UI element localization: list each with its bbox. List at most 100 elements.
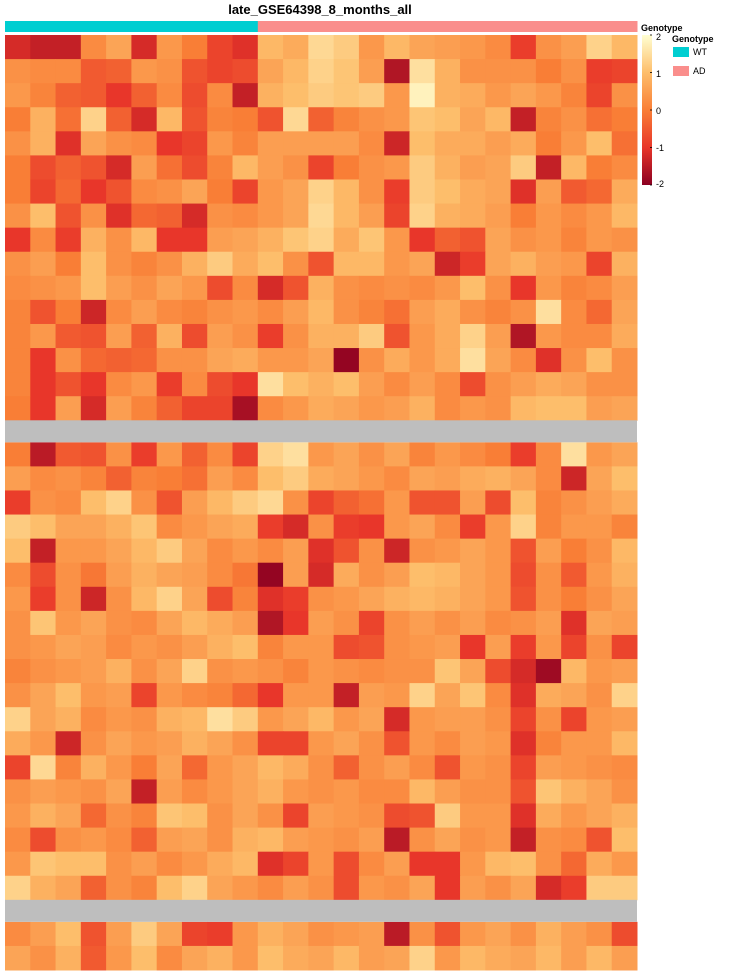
- heatmap-cell: [156, 179, 183, 205]
- heatmap-cell: [510, 275, 537, 301]
- heatmap-cell: [308, 851, 335, 877]
- heatmap-cell: [30, 945, 57, 971]
- heatmap-cell: [207, 731, 234, 756]
- heatmap-cell: [232, 921, 259, 947]
- heatmap-cell: [80, 299, 107, 325]
- heatmap-cell: [561, 275, 587, 301]
- heatmap-cell: [434, 348, 461, 373]
- heatmap-cell: [181, 323, 208, 349]
- heatmap-cell: [106, 251, 132, 277]
- heatmap-cell: [384, 707, 410, 732]
- heatmap-cell: [434, 514, 461, 540]
- heatmap-cell: [358, 442, 385, 467]
- heatmap-cell: [257, 348, 284, 373]
- heatmap-cell: [5, 490, 31, 516]
- heatmap-cell: [55, 442, 82, 467]
- heatmap-cell: [434, 731, 461, 756]
- heatmap-cell: [156, 562, 183, 588]
- heatmap-cell: [535, 755, 562, 780]
- heatmap-cell: [5, 755, 31, 780]
- heatmap-cell: [131, 227, 158, 253]
- heatmap-cell: [586, 179, 613, 205]
- heatmap-cell: [30, 251, 57, 277]
- heatmap-cell: [510, 59, 537, 84]
- heatmap-cell: [232, 299, 259, 325]
- heatmap-cell: [358, 251, 385, 277]
- heatmap-cell: [308, 35, 335, 60]
- heatmap-cell: [409, 514, 436, 540]
- heatmap-cell: [358, 299, 385, 325]
- heatmap-cell: [232, 755, 259, 780]
- heatmap-cell: [510, 538, 537, 564]
- heatmap-cell: [358, 779, 385, 805]
- heatmap-cell: [535, 945, 562, 971]
- heatmap-cell: [586, 396, 613, 421]
- heatmap-cell: [485, 59, 512, 84]
- heatmap-cell: [80, 251, 107, 277]
- heatmap-cell: [510, 490, 537, 516]
- heatmap-cell: [30, 610, 57, 636]
- heatmap-cell: [384, 634, 410, 660]
- heatmap-cell: [308, 275, 335, 301]
- heatmap-cell: [434, 372, 461, 397]
- heatmap-cell: [384, 659, 410, 684]
- heatmap-cell: [131, 348, 158, 373]
- heatmap-cell: [586, 59, 613, 84]
- heatmap-cell: [460, 203, 486, 229]
- heatmap-cell: [30, 203, 57, 229]
- heatmap-cell: [106, 827, 132, 853]
- heatmap-cell: [257, 155, 284, 180]
- heatmap-cell: [257, 227, 284, 253]
- heatmap-cell: [131, 659, 158, 684]
- heatmap-cell: [55, 945, 82, 971]
- heatmap-cell: [181, 562, 208, 588]
- heatmap-cell: [106, 562, 132, 588]
- heatmap-cell: [434, 921, 461, 947]
- heatmap-cell: [283, 586, 309, 612]
- heatmap-cell: [460, 683, 486, 708]
- heatmap-cell: [30, 348, 57, 373]
- row-gap: [5, 899, 637, 922]
- heatmap-cell: [156, 659, 183, 684]
- heatmap-cell: [611, 227, 638, 253]
- heatmap-cell: [409, 827, 436, 853]
- heatmap-cell: [257, 396, 284, 421]
- heatmap-cell: [80, 59, 107, 84]
- heatmap-cell: [333, 275, 360, 301]
- heatmap-cell: [384, 107, 410, 132]
- heatmap-cell: [308, 299, 335, 325]
- heatmap-cell: [55, 921, 82, 947]
- heatmap-cell: [358, 83, 385, 108]
- heatmap-cell: [30, 707, 57, 732]
- heatmap-cell: [257, 875, 284, 901]
- heatmap-cell: [308, 179, 335, 205]
- heatmap-cell: [80, 107, 107, 132]
- heatmap-cell: [5, 179, 31, 205]
- heatmap-cell: [55, 466, 82, 491]
- heatmap-cell: [333, 299, 360, 325]
- heatmap-cell: [5, 107, 31, 132]
- annotation-cell-wt: [232, 21, 259, 32]
- heatmap-cell: [283, 945, 309, 971]
- heatmap-cell: [181, 827, 208, 853]
- heatmap-cell: [156, 83, 183, 108]
- heatmap-cell: [535, 275, 562, 301]
- heatmap-cell: [156, 586, 183, 612]
- heatmap-cell: [156, 466, 183, 491]
- heatmap-cell: [80, 348, 107, 373]
- heatmap-cell: [586, 827, 613, 853]
- heatmap-cell: [333, 442, 360, 467]
- heatmap-cell: [181, 131, 208, 156]
- heatmap-cell: [106, 131, 132, 156]
- heatmap-cell: [131, 707, 158, 732]
- heatmap-cell: [611, 945, 638, 971]
- heatmap-cell: [131, 251, 158, 277]
- heatmap-cell: [460, 851, 486, 877]
- heatmap-cell: [586, 634, 613, 660]
- heatmap-cell: [283, 827, 309, 853]
- heatmap-cell: [207, 227, 234, 253]
- heatmap-cell: [333, 562, 360, 588]
- heatmap-cell: [384, 803, 410, 829]
- heatmap-cell: [384, 875, 410, 901]
- annotation-cell-wt: [207, 21, 234, 32]
